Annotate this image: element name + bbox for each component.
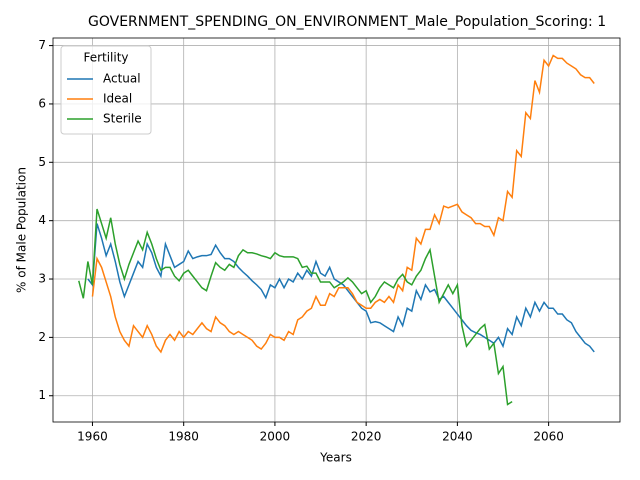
x-tick-label: 1980 — [168, 430, 199, 444]
y-tick-label: 7 — [38, 38, 46, 52]
data-line — [91, 54, 595, 354]
legend-label: Sterile — [103, 112, 142, 126]
x-tick-label: 2000 — [260, 430, 291, 444]
chart-title: GOVERNMENT_SPENDING_ON_ENVIRONMENT_Male_… — [88, 14, 606, 30]
legend-label: Actual — [103, 72, 141, 86]
y-axis-label: % of Male Population — [15, 167, 29, 293]
y-tick-label: 3 — [38, 272, 46, 286]
x-tick-label: 1960 — [77, 430, 108, 444]
data-line — [78, 208, 513, 406]
x-axis-label: Years — [319, 451, 352, 465]
y-tick-label: 6 — [38, 96, 46, 110]
x-tick-label: 2060 — [533, 430, 564, 444]
legend-box — [60, 45, 152, 135]
x-tick-label: 2020 — [351, 430, 382, 444]
y-tick-label: 2 — [38, 330, 46, 344]
legend-title: Fertility — [83, 51, 128, 65]
y-tick-label: 4 — [38, 213, 46, 227]
x-tick-label: 2040 — [442, 430, 473, 444]
y-tick-label: 1 — [38, 388, 46, 402]
legend-label: Ideal — [103, 92, 132, 106]
y-tick-label: 5 — [38, 155, 46, 169]
plot-frame — [52, 37, 621, 423]
